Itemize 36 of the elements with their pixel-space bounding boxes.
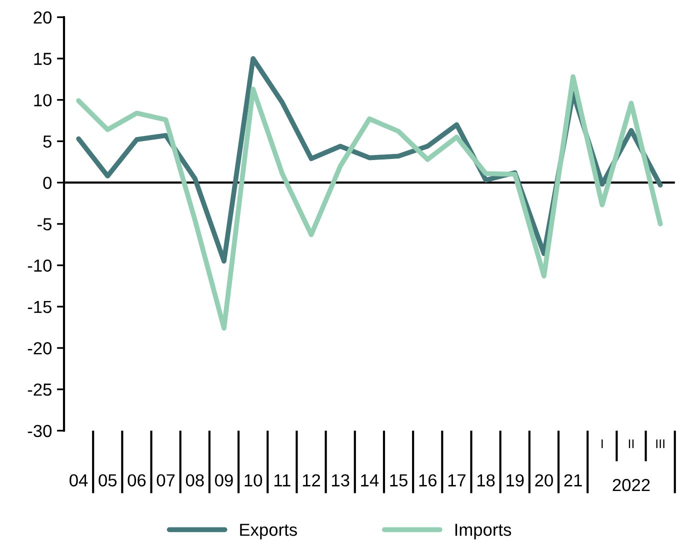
x-tick-label: 12 xyxy=(302,474,320,486)
x-tick-label: 10 xyxy=(244,474,262,486)
x-tick-label: 19 xyxy=(506,474,524,486)
x-tick-label: 15 xyxy=(390,474,408,486)
y-tick-label: 5 xyxy=(43,136,52,148)
x-tick-label: 06 xyxy=(128,474,146,486)
x-tick-label: 16 xyxy=(419,474,437,486)
x-tick-label: II xyxy=(628,439,634,448)
x-tick-label: III xyxy=(656,439,664,448)
x-tick-label: 05 xyxy=(98,474,117,486)
y-tick-label: 0 xyxy=(43,176,52,190)
legend-label: Imports xyxy=(455,524,512,540)
y-tick-label: -15 xyxy=(28,300,52,314)
x-tick-label: 14 xyxy=(361,474,379,486)
y-tick-label: 20 xyxy=(34,11,52,24)
x-tick-label: 04 xyxy=(70,474,88,486)
y-tick-label: -10 xyxy=(28,259,52,272)
x-tick-label: 09 xyxy=(215,474,233,486)
line-series xyxy=(76,74,663,331)
legend-label: Exports xyxy=(240,524,297,540)
x-tick-label: 18 xyxy=(477,474,495,486)
y-tick-label: -30 xyxy=(28,424,52,438)
y-tick-label: 15 xyxy=(34,52,52,66)
x-tick-label: 07 xyxy=(156,474,175,486)
x-tick-label: 20 xyxy=(535,474,553,486)
y-tick-label: 10 xyxy=(34,94,52,106)
x-tick-label: I xyxy=(602,439,603,448)
x-tick-label: 08 xyxy=(186,474,204,486)
x-tick-label: 17 xyxy=(448,474,466,486)
text: 2022 xyxy=(612,478,650,492)
x-tick-label: 13 xyxy=(332,474,350,486)
y-tick-label: -25 xyxy=(28,384,52,396)
y-tick-label: -5 xyxy=(38,218,52,230)
x-tick-label: 11 xyxy=(274,474,290,486)
y-tick-label: -20 xyxy=(28,342,52,354)
x-tick-label: 21 xyxy=(564,474,582,486)
